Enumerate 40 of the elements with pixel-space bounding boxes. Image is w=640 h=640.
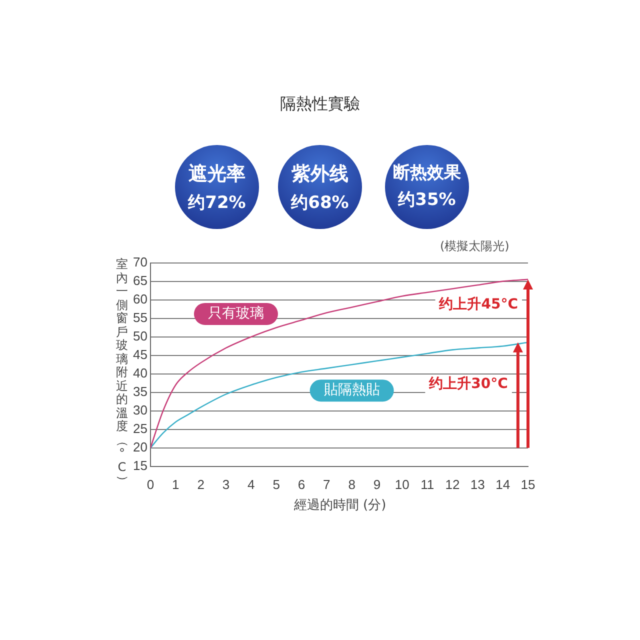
y-tick-label: 60 — [132, 291, 148, 306]
y-tick-label: 50 — [132, 328, 148, 344]
y-tick-label: 25 — [132, 420, 148, 436]
circle-badge: 断热效果 约35% — [385, 145, 469, 229]
y-tick-label: 70 — [132, 254, 148, 270]
x-tick-label: 14 — [496, 476, 510, 492]
y-tick-label: 65 — [132, 272, 148, 288]
y-tick-label: 20 — [132, 439, 148, 454]
y-tick-label: 30 — [132, 402, 148, 418]
line-series — [150, 342, 528, 449]
text: 室內一側窗戶玻璃附近的溫度（°C） — [116, 257, 130, 487]
x-tick-label: 7 — [323, 476, 330, 492]
x-tick-label: 2 — [197, 476, 204, 492]
series-label: 只有玻璃 — [208, 306, 264, 322]
y-tick-label: 15 — [132, 458, 148, 473]
x-tick-label: 10 — [394, 476, 410, 492]
series-label: 貼隔熱貼 — [324, 382, 380, 398]
x-tick-label: 11 — [420, 476, 434, 492]
x-tick-label: 4 — [248, 476, 255, 492]
x-tick-label: 0 — [146, 476, 154, 492]
x-axis-title: 經過的時間 (分) — [292, 497, 388, 514]
x-tick-label: 12 — [445, 476, 460, 492]
circle-badge: 紫外线 约68% — [278, 145, 362, 229]
chart-title: 隔熱性實驗 — [279, 94, 361, 115]
x-tick-label: 6 — [298, 476, 306, 492]
text: (模擬太陽光) — [440, 238, 510, 255]
y-tick-label: 40 — [132, 365, 148, 380]
circle-badge: 遮光率 约72% — [175, 145, 259, 229]
x-tick-label: 13 — [470, 476, 485, 492]
y-tick-label: 55 — [132, 310, 148, 325]
y-tick-label: 45 — [132, 346, 148, 362]
x-tick-label: 8 — [348, 476, 356, 492]
x-tick-label: 5 — [272, 476, 280, 492]
annotation: 约上升30°C — [428, 375, 508, 392]
x-tick-label: 3 — [222, 476, 230, 492]
x-tick-label: 9 — [373, 476, 381, 492]
x-tick-label: 1 — [172, 476, 180, 492]
annotation: 约上升45°C — [438, 295, 518, 312]
x-tick-label: 15 — [520, 476, 536, 492]
y-tick-label: 35 — [132, 384, 148, 399]
